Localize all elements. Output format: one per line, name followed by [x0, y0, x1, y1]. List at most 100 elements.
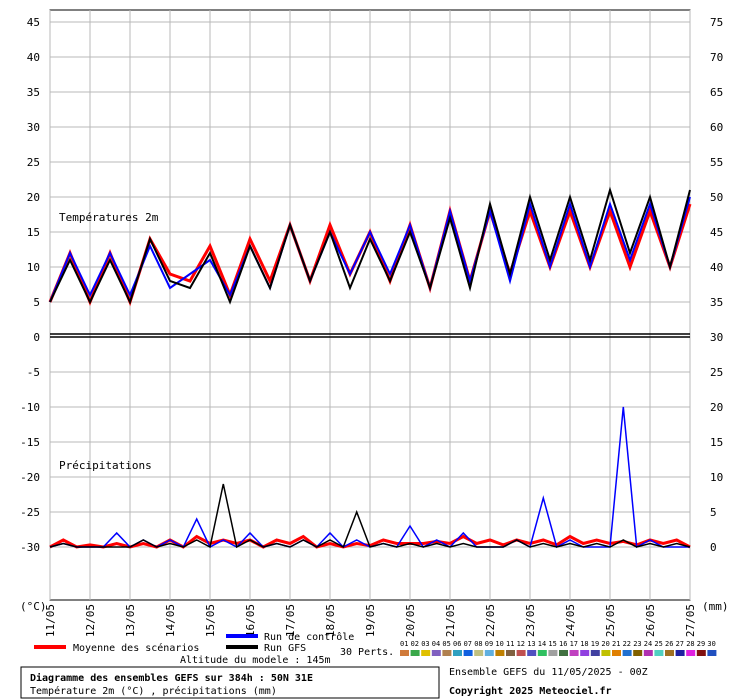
pert-number-label: 01: [400, 640, 408, 648]
left-tick-label: -30: [20, 541, 40, 554]
legend: Moyenne des scénarios Run de contrôle Ru…: [34, 631, 717, 666]
pert-number-label: 13: [527, 640, 535, 648]
footer-box: [20, 666, 440, 699]
x-tick-label: 20/05: [404, 604, 417, 637]
pert-swatch: [633, 650, 643, 656]
x-tick-label: 16/05: [244, 604, 257, 637]
left-tick-label: 20: [27, 191, 40, 204]
pert-number-label: 09: [485, 640, 493, 648]
pert-number-label: 27: [676, 640, 684, 648]
x-tick-label: 15/05: [204, 604, 217, 637]
left-tick-label: 45: [27, 16, 40, 29]
pert-swatch: [580, 650, 590, 656]
pert-number-label: 08: [474, 640, 482, 648]
pert-number-label: 03: [421, 640, 429, 648]
x-tick-label: 13/05: [124, 604, 137, 637]
series-lines: [48, 186, 692, 549]
pert-swatch: [453, 650, 462, 656]
copyright-label: Copyright 2025 Meteociel.fr: [449, 685, 612, 697]
pert-swatch: [601, 650, 611, 656]
temp-series-line: [49, 186, 691, 305]
right-tick-label: 65: [710, 86, 723, 99]
pert-swatch: [612, 650, 621, 656]
pert-number-label: 24: [644, 640, 652, 648]
right-tick-label: 5: [710, 506, 717, 519]
x-tick-label: 27/05: [684, 604, 697, 637]
pert-number-label: 17: [570, 640, 578, 648]
x-tick-label: 26/05: [644, 604, 657, 637]
pert-swatch: [431, 650, 441, 656]
left-tick-label: 10: [27, 261, 40, 274]
pert-swatch: [559, 650, 568, 656]
pert-swatch: [516, 650, 526, 656]
pert-number-label: 07: [464, 640, 472, 648]
pert-number-label: 12: [517, 640, 525, 648]
pert-number-label: 18: [580, 640, 588, 648]
x-tick-label: 11/05: [44, 604, 57, 637]
pert-number-label: 15: [548, 640, 556, 648]
x-tick-label: 21/05: [444, 604, 457, 637]
right-tick-label: 40: [710, 261, 723, 274]
pert-swatch: [696, 650, 706, 656]
right-tick-label: 70: [710, 51, 723, 64]
legend-control-label: Run de contrôle: [264, 631, 354, 643]
pert-number-label: 21: [612, 640, 620, 648]
pert-swatch: [590, 650, 600, 656]
right-tick-label: 25: [710, 366, 723, 379]
x-tick-label: 17/05: [284, 604, 297, 637]
pert-number-label: 23: [633, 640, 641, 648]
x-tick-label: 24/05: [564, 604, 577, 637]
footer-title: Diagramme des ensembles GEFS sur 384h : …: [30, 672, 313, 684]
left-tick-label: 25: [27, 156, 40, 169]
right-tick-label: 50: [710, 191, 723, 204]
pert-swatch: [442, 650, 452, 656]
pert-number-label: 14: [538, 640, 546, 648]
pert-number-label: 16: [559, 640, 567, 648]
pert-swatch: [495, 650, 505, 656]
pert-swatch: [410, 650, 420, 656]
right-tick-label: 30: [710, 331, 723, 344]
right-tick-label: 10: [710, 471, 723, 484]
pert-swatch: [400, 650, 409, 656]
left-tick-label: -25: [20, 506, 40, 519]
x-tick-label: 18/05: [324, 604, 337, 637]
x-tick-label: 12/05: [84, 604, 97, 637]
right-tick-label: 0: [710, 541, 717, 554]
x-tick-label: 25/05: [604, 604, 617, 637]
left-tick-label: -5: [27, 366, 40, 379]
pert-swatch: [463, 650, 473, 656]
x-tick-label: 14/05: [164, 604, 177, 637]
left-tick-label: -10: [20, 401, 40, 414]
pert-number-label: 26: [665, 640, 673, 648]
pert-legend: 01 02 03 04 05 06 07 08 09 10 11 12 13 14 15 16 17 18 19 20…: [400, 640, 717, 656]
pert-swatch: [506, 650, 515, 656]
pert-swatch: [484, 650, 494, 656]
pert-number-label: 06: [453, 640, 461, 648]
x-tick-label: 19/05: [364, 604, 377, 637]
right-tick-label: 45: [710, 226, 723, 239]
precip-section-label: Précipitations: [59, 459, 152, 472]
right-tick-label: 55: [710, 156, 723, 169]
legend-mean-label: Moyenne des scénarios: [73, 642, 199, 654]
grid-lines: [49, 10, 691, 600]
pert-swatch: [474, 650, 484, 656]
right-tick-label: 60: [710, 121, 723, 134]
pert-number-label: 10: [495, 640, 503, 648]
temp-section-label: Températures 2m: [59, 211, 159, 224]
perts-label: 30 Perts.: [340, 647, 394, 658]
pert-swatch: [707, 650, 717, 656]
left-axis: 45 40 35 30 25 20 15 10 5 0 -5 -10 -15 -20 -25 -30: [20, 16, 40, 554]
pert-swatch: [622, 650, 632, 656]
pert-swatch: [548, 650, 558, 656]
legend-gfs-label: Run GFS: [264, 643, 306, 654]
pert-number-label: 19: [591, 640, 599, 648]
left-tick-label: 15: [27, 226, 40, 239]
pert-swatch: [537, 650, 547, 656]
x-tick-label: 22/05: [484, 604, 497, 637]
pert-number-label: 25: [654, 640, 662, 648]
pert-number-label: 20: [601, 640, 609, 648]
pert-number-label: 29: [697, 640, 705, 648]
precip-series-line: [49, 483, 691, 549]
